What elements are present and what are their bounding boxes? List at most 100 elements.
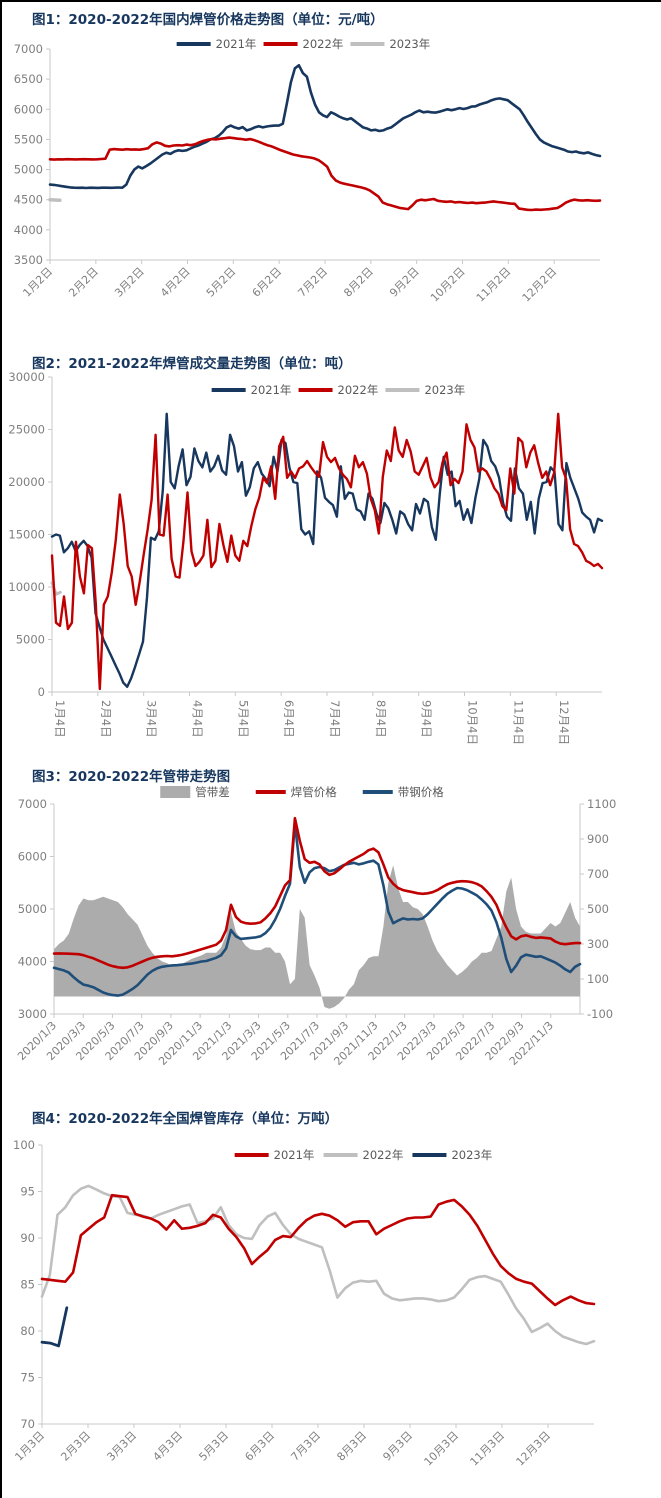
series-line-2021年 [48,63,602,190]
y-tick-label: 20000 [8,475,45,489]
y-tick-label: 5000 [16,633,45,647]
x-tick-label: 12月3日 [514,1429,554,1469]
x-tick-label: 4月3日 [150,1429,185,1464]
legend-item: 带钢价格 [362,785,444,799]
y-tick-label: 80 [20,1324,35,1338]
y-tick-label: 5000 [18,902,47,916]
x-axis-labels: 1月3日 2月3日 3月3日 4月3日 5月3日 6月3日 7月3日 8月3日 9月3日 10月3… [12,1424,553,1469]
legend-item: 2023年 [412,1148,492,1162]
x-tick-label: 10月2日 [428,265,468,305]
y-tick-label: 30000 [8,370,45,384]
axes: 0 5000 10000 15000 20000 25000 30000 [8,370,602,699]
x-tick-label: 11月2日 [474,265,514,305]
chart3-canvas: 3000 4000 5000 6000 7000 -100 100 300 500 700 900 1… [15,785,617,1068]
y-tick-label: 6000 [14,102,43,116]
x-tick-label: 12月2日 [520,265,560,305]
legend-item: 2023年 [385,383,465,397]
y-tick-label: 95 [20,1185,35,1199]
legend-box-marker [160,786,191,798]
x-tick-label: 2月2日 [66,265,101,300]
x-tick-label: 7月2日 [295,265,330,300]
y-tick-label-right: 100 [587,972,609,986]
x-tick-label: 11月3日 [468,1429,508,1469]
legend-label: 焊管价格 [291,785,337,799]
y-tick-label: 6500 [14,72,43,86]
x-tick-label: 6月3日 [242,1429,277,1464]
y-tick-label: 70 [20,1417,35,1431]
series-line-2022年 [50,412,604,691]
series-line-2023年 [40,1306,69,1348]
legend-item: 2023年 [350,37,430,51]
x-axis-labels: 1月4日 2月4日 3月4日 4月4日 5月4日 6月4日 7月4日 8月4日 9月4日 10月4… [51,692,571,745]
legend-label: 2021年 [274,1148,315,1162]
legend-item: 2022年 [323,1148,404,1162]
y-tick-label: 5000 [14,163,43,177]
chart1-title: 图1：2020-2022年国内焊管价格走势图（单位：元/吨） [32,12,384,28]
y-tick-label: 10000 [8,580,45,594]
y-tick-label: 4500 [14,193,43,207]
x-tick-label: 10月4日 [466,700,480,745]
legend-label: 2023年 [424,383,465,397]
legend-item: 焊管价格 [255,785,337,799]
x-tick-label: 6月4日 [282,700,296,738]
chart1-section: 图1：2020-2022年国内焊管价格走势图（单位：元/吨） 3500 4000 4… [2,2,661,342]
y-tick-label: 4000 [14,223,43,237]
series-line-2022年 [40,1184,596,1346]
y-tick-label: 3500 [14,253,43,267]
y-tick-label: 7000 [14,42,43,56]
y-tick-label-right: 900 [587,832,609,846]
legend-label: 2023年 [389,37,430,51]
legend-item: 2021年 [176,37,256,51]
x-tick-label: 3月2日 [112,265,147,300]
y-tick-label-right: 700 [587,867,609,881]
chart4-title: 图4：2020-2022年全国焊管库存（单位：万吨） [32,1111,339,1127]
y-tick-label: 90 [20,1231,35,1245]
x-tick-label: 8月3日 [334,1429,369,1464]
x-tick-label: 4月2日 [158,265,193,300]
chart4-section: 图4：2020-2022年全国焊管库存（单位：万吨） 70 75 80 85 90 95 1… [2,1097,661,1498]
y-tick-label: 85 [20,1278,35,1292]
legend-label: 带钢价格 [398,785,444,799]
y-tick-label-right: 500 [587,902,609,916]
x-tick-label: 5月2日 [204,265,239,300]
series-line-焊管价格 [52,816,582,970]
series-line-2021年 [50,412,604,688]
legend: 2021年 2022年 2023年 [176,37,430,51]
x-tick-label: 11月4日 [511,700,525,745]
y-tick-label: 3000 [18,1007,47,1021]
legend-label: 2022年 [363,1148,404,1162]
legend-item: 2021年 [234,1148,315,1162]
x-tick-label: 6月2日 [250,265,285,300]
legend-item: 管带差 [160,785,230,799]
axes: 70 75 80 85 90 95 100 [13,1138,594,1431]
chart3-section: 图3：2020-2022年管带走势图 3000 4000 5000 6000 7000 -… [2,757,661,1097]
y-tick-label-right: 300 [587,937,609,951]
y-tick-label: 25000 [8,423,45,437]
chart2-title: 图2：2021-2022年焊管成交量走势图（单位：吨） [32,356,352,372]
chart2-canvas: 0 5000 10000 15000 20000 25000 30000 1月4日 2月4日 3月… [8,370,604,745]
x-axis-labels: 1月2日 2月2日 3月2日 4月2日 5月2日 6月2日 7月2日 8月2日 9月2日 10月2… [20,260,559,305]
chart2-section: 图2：2021-2022年焊管成交量走势图（单位：吨） 0 5000 10000 15… [2,342,661,757]
y-tick-label-right: -100 [587,1007,613,1021]
x-tick-label: 9月3日 [380,1429,415,1464]
x-tick-label: 9月4日 [420,700,434,738]
x-tick-label: 4月4日 [191,700,205,738]
x-tick-label: 3月4日 [145,700,159,738]
axes: 3000 4000 5000 6000 7000 -100 100 300 500 700 900 1… [18,797,617,1021]
y-tick-label: 0 [38,685,45,699]
legend-item: 2022年 [298,383,378,397]
x-tick-label: 7月3日 [288,1429,323,1464]
x-tick-label: 8月2日 [341,265,376,300]
legend-item: 2021年 [211,383,291,397]
x-tick-label: 5月3日 [196,1429,231,1464]
x-tick-label: 3月3日 [104,1429,139,1464]
series-line-带钢价格 [52,822,582,997]
y-tick-label: 7000 [18,797,47,811]
x-tick-label: 10月3日 [422,1429,462,1469]
series-line-2022年 [48,136,602,212]
x-tick-label: 2月4日 [99,700,113,738]
y-tick-label: 75 [20,1371,35,1385]
series-line-2023年 [48,197,62,203]
series-line-2021年 [40,1193,596,1307]
